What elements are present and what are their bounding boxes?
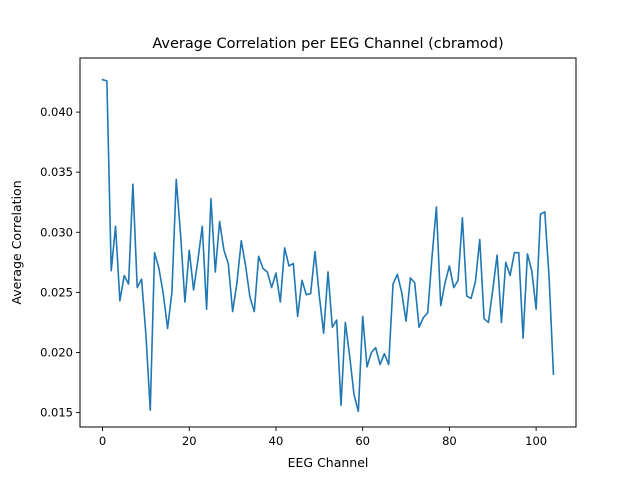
chart-title: Average Correlation per EEG Channel (cbr…: [152, 36, 503, 52]
x-tick-label: 100: [525, 434, 547, 448]
y-tick-label: 0.025: [40, 285, 73, 299]
x-axis-label: EEG Channel: [288, 455, 369, 470]
y-tick-label: 0.040: [40, 105, 73, 119]
x-axis: 0 20 40 60 80 100: [99, 427, 547, 448]
y-tick-label: 0.020: [40, 345, 73, 359]
x-tick-label: 60: [355, 434, 370, 448]
y-axis-label: Average Correlation: [9, 180, 24, 304]
x-tick-label: 20: [182, 434, 197, 448]
y-tick-label: 0.030: [40, 225, 73, 239]
series-line-0: [101, 78, 555, 413]
y-tick-label: 0.015: [40, 406, 73, 420]
x-tick-label: 40: [269, 434, 284, 448]
y-axis: 0.015 0.020 0.025 0.030 0.035 0.040: [40, 105, 80, 420]
x-tick-label: 0: [99, 434, 106, 448]
plot-area: [101, 78, 555, 413]
y-tick-label: 0.035: [40, 165, 73, 179]
plot-frame: [79, 57, 577, 428]
x-tick-label: 80: [442, 434, 457, 448]
